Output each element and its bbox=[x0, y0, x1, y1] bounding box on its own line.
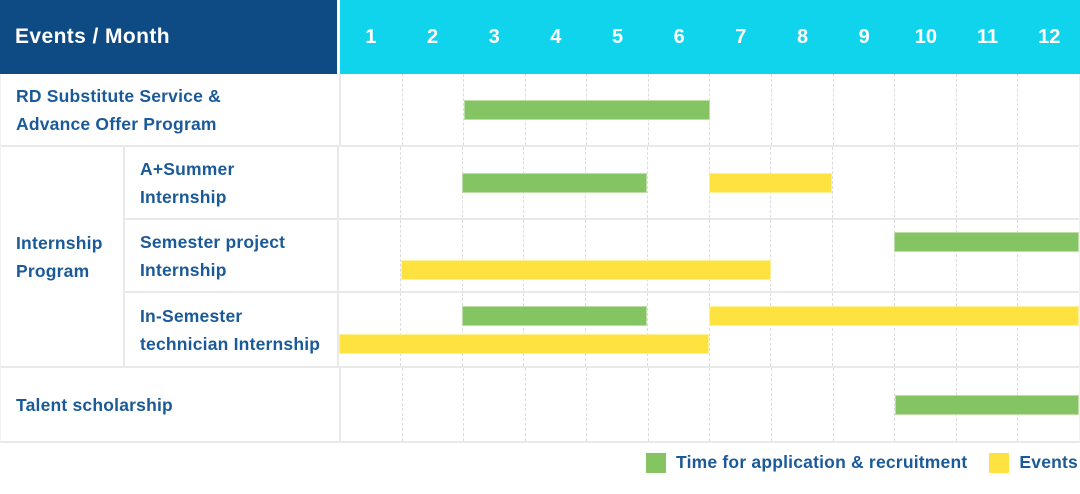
group-internship-program: Internship Program A+Summer Internship Semes… bbox=[1, 147, 1079, 368]
label-line: In-Semester bbox=[140, 305, 243, 326]
gantt-bar-application bbox=[464, 99, 710, 120]
group-label-internship-program: Internship Program bbox=[1, 147, 125, 366]
label-line: Internship bbox=[140, 259, 227, 280]
a-plus-summer-internship-timeline bbox=[339, 147, 1079, 218]
month-header-row: 1 2 3 4 5 6 7 8 9 10 11 12 bbox=[340, 0, 1080, 74]
semester-project-internship-lane-2 bbox=[339, 259, 1079, 280]
month-header-3: 3 bbox=[488, 25, 500, 48]
label-line: Internship bbox=[140, 186, 227, 207]
table-body: RD Substitute Service & Advance Offer Pro… bbox=[0, 74, 1080, 443]
internship-program-rows: A+Summer Internship Semester project Intern… bbox=[125, 147, 1079, 366]
table-header: Events / Month 1 2 3 4 5 6 7 8 9 10 11 12 bbox=[0, 0, 1080, 74]
legend-item-event: Events bbox=[989, 452, 1078, 473]
in-semester-technician-internship-lane-2 bbox=[339, 333, 1079, 354]
row-talent-scholarship: Talent scholarship bbox=[1, 368, 1079, 441]
talent-scholarship-timeline bbox=[341, 368, 1079, 441]
label-line: technician Internship bbox=[140, 333, 321, 354]
label-line: Advance Offer Program bbox=[16, 113, 217, 134]
in-semester-technician-internship-lanes bbox=[339, 293, 1079, 366]
gantt-bar-application bbox=[894, 231, 1079, 252]
month-header-11: 11 bbox=[976, 25, 999, 48]
semester-project-internship-lane-1 bbox=[339, 231, 1079, 252]
month-header-2: 2 bbox=[426, 25, 439, 48]
gantt-bar-application bbox=[462, 305, 648, 326]
row-in-semester-technician-internship: In-Semester technician Internship bbox=[125, 293, 1079, 366]
semester-project-internship-timeline bbox=[339, 220, 1079, 291]
month-header-10: 10 bbox=[914, 25, 937, 48]
row-rd-substitute-service: RD Substitute Service & Advance Offer Pro… bbox=[1, 74, 1079, 147]
row-label-semester-project-internship: Semester project Internship bbox=[125, 220, 339, 291]
header-events-month-cell: Events / Month bbox=[0, 0, 340, 74]
month-header-5: 5 bbox=[611, 25, 624, 48]
a-plus-summer-internship-lane-1 bbox=[339, 172, 1079, 193]
legend-label: Time for application & recruitment bbox=[676, 452, 968, 472]
legend-swatch-application bbox=[646, 452, 667, 473]
month-header-6: 6 bbox=[673, 25, 685, 48]
gantt-bar-event bbox=[339, 333, 709, 354]
a-plus-summer-internship-lanes bbox=[339, 147, 1079, 218]
row-label-talent-scholarship: Talent scholarship bbox=[1, 368, 341, 441]
month-header-7: 7 bbox=[735, 25, 747, 48]
gantt-bar-event bbox=[709, 172, 833, 193]
legend-item-application: Time for application & recruitment bbox=[646, 452, 967, 473]
row-semester-project-internship: Semester project Internship bbox=[125, 220, 1079, 293]
row-label-rd-substitute-service: RD Substitute Service & Advance Offer Pro… bbox=[1, 74, 341, 145]
rd-substitute-service-lane-1 bbox=[341, 99, 1079, 120]
label-line: RD Substitute Service & bbox=[16, 85, 221, 106]
semester-project-internship-lanes bbox=[339, 220, 1079, 291]
row-label-in-semester-technician-internship: In-Semester technician Internship bbox=[125, 293, 339, 366]
in-semester-technician-internship-lane-1 bbox=[339, 305, 1079, 326]
talent-scholarship-lane-1 bbox=[341, 394, 1079, 415]
label-line: Semester project bbox=[140, 231, 286, 252]
gantt-bar-event bbox=[709, 305, 1079, 326]
label-line: Program bbox=[16, 260, 90, 281]
month-header-8: 8 bbox=[796, 25, 809, 48]
gantt-bar-application bbox=[462, 172, 648, 193]
row-a-plus-summer-internship: A+Summer Internship bbox=[125, 147, 1079, 220]
label-line: Talent scholarship bbox=[16, 394, 173, 415]
talent-scholarship-lanes bbox=[341, 368, 1079, 441]
header-title: Events / Month bbox=[15, 25, 170, 48]
legend-swatch-event bbox=[989, 452, 1010, 473]
month-header-9: 9 bbox=[858, 25, 870, 48]
gantt-bar-event bbox=[400, 259, 771, 280]
in-semester-technician-internship-timeline bbox=[339, 293, 1079, 366]
month-header-12: 12 bbox=[1038, 25, 1061, 48]
legend: Time for application & recruitment Events bbox=[646, 452, 1078, 473]
month-header-1: 1 bbox=[365, 25, 377, 48]
label-line: Internship bbox=[16, 232, 103, 253]
gantt-bar-application bbox=[894, 394, 1079, 415]
label-line: A+Summer bbox=[140, 158, 235, 179]
month-header-4: 4 bbox=[550, 25, 562, 48]
rd-substitute-service-timeline bbox=[341, 74, 1079, 145]
legend-label: Events bbox=[1019, 452, 1078, 472]
rd-substitute-service-lanes bbox=[341, 74, 1079, 145]
row-label-a-plus-summer-internship: A+Summer Internship bbox=[125, 147, 339, 218]
